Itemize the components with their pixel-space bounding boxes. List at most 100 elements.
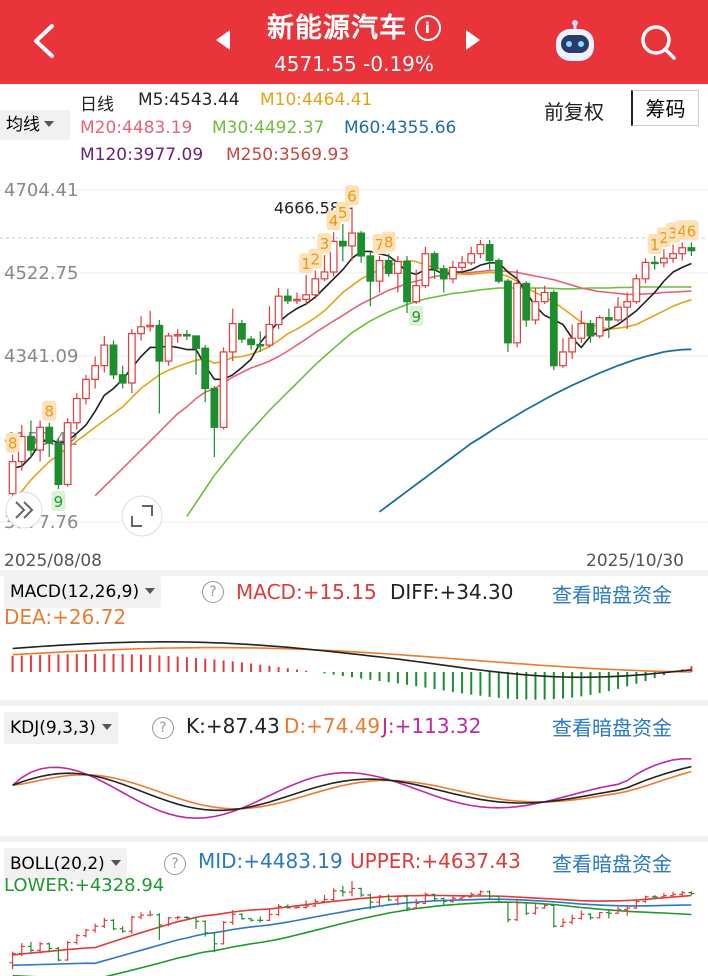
candle-body bbox=[669, 253, 677, 259]
expand-icon bbox=[131, 505, 153, 527]
ohlc-bar bbox=[376, 894, 383, 906]
candle bbox=[338, 223, 347, 262]
candle-body bbox=[63, 422, 72, 486]
ohlc-bar bbox=[110, 919, 117, 931]
candle-body bbox=[329, 240, 338, 273]
ohlc-bar bbox=[422, 892, 429, 905]
ohlc-bar bbox=[569, 914, 576, 925]
candle-body bbox=[265, 323, 274, 346]
candle-body bbox=[421, 253, 430, 287]
dark-pool-link[interactable]: 查看暗盘资金 bbox=[552, 716, 672, 740]
dark-pool-link[interactable]: 查看暗盘资金 bbox=[552, 583, 672, 607]
adjust-mode-button[interactable]: 前复权 bbox=[544, 100, 604, 124]
candle-body bbox=[201, 347, 210, 390]
help-icon[interactable]: ? bbox=[202, 581, 224, 603]
candle bbox=[632, 274, 641, 304]
chevron-down-icon bbox=[44, 121, 54, 127]
back-arrow-icon[interactable] bbox=[26, 18, 66, 64]
candle bbox=[164, 332, 173, 366]
ma250-label: M250:3569.93 bbox=[226, 145, 350, 165]
candle bbox=[155, 319, 164, 414]
ohlc-bar bbox=[165, 916, 172, 927]
robot-assistant-icon[interactable] bbox=[552, 20, 598, 64]
candle-body bbox=[522, 282, 531, 321]
help-icon[interactable]: ? bbox=[152, 717, 174, 739]
macd-selector[interactable]: MACD(12,26,9) bbox=[4, 576, 162, 608]
boll-mid-line bbox=[12, 898, 692, 967]
ohlc-bar bbox=[587, 913, 594, 920]
candle bbox=[91, 356, 100, 389]
chips-button[interactable]: 筹码 bbox=[631, 90, 699, 126]
page-title: 新能源汽车 i bbox=[0, 6, 708, 45]
fullscreen-button bbox=[121, 495, 163, 537]
candle bbox=[146, 310, 155, 332]
ma-selector[interactable]: 均线 bbox=[0, 110, 70, 140]
candle-body bbox=[595, 317, 604, 337]
j-line bbox=[12, 758, 692, 820]
candle bbox=[604, 308, 613, 339]
td-count-number: 8 bbox=[384, 234, 394, 252]
k-line bbox=[12, 765, 692, 812]
td-count-badge bbox=[381, 231, 396, 252]
candle-body bbox=[72, 397, 81, 424]
ohlc-bar bbox=[147, 910, 154, 917]
candle bbox=[577, 310, 586, 343]
ma20-line bbox=[94, 269, 692, 497]
stock-quote: 4571.55 -0.19% bbox=[274, 52, 434, 76]
candle-body bbox=[182, 333, 191, 337]
info-icon[interactable]: i bbox=[415, 15, 441, 41]
ohlc-bar bbox=[349, 881, 355, 897]
y-axis-label: 4341.09 bbox=[4, 346, 78, 367]
ohlc-bar bbox=[468, 892, 475, 898]
candle bbox=[485, 239, 494, 270]
candle-body bbox=[192, 335, 200, 349]
boll-selector[interactable]: BOLL(20,2) bbox=[4, 848, 127, 880]
chevron-down-icon bbox=[101, 724, 112, 730]
candle-body bbox=[641, 261, 650, 280]
candle bbox=[293, 292, 301, 304]
ohlc-bar bbox=[18, 943, 25, 957]
candle-body bbox=[36, 426, 45, 451]
td-count-number: 6 bbox=[347, 187, 357, 205]
td-count-badge bbox=[5, 432, 20, 453]
candle-body bbox=[109, 344, 118, 376]
candle-body bbox=[393, 260, 402, 274]
ohlc-bar bbox=[339, 885, 346, 897]
boll-title: BOLL(20,2) bbox=[10, 854, 105, 874]
ohlc-bar bbox=[440, 897, 447, 906]
candle bbox=[430, 251, 439, 279]
search-icon[interactable] bbox=[638, 22, 678, 62]
candle bbox=[329, 232, 338, 277]
prev-stock-icon[interactable] bbox=[216, 30, 230, 50]
section-divider bbox=[0, 570, 708, 576]
td-count-marker: 3 bbox=[317, 233, 332, 253]
period-label: 日线 bbox=[80, 95, 114, 115]
help-icon[interactable]: ? bbox=[164, 853, 186, 875]
candle-body bbox=[210, 387, 219, 428]
candlestick-chart[interactable]: 4704.414522.754341.094159.423977.764666.… bbox=[0, 170, 708, 548]
d-line bbox=[12, 770, 692, 810]
candle-body bbox=[439, 268, 448, 280]
next-stock-icon[interactable] bbox=[466, 30, 480, 50]
ohlc-bar bbox=[46, 942, 53, 953]
kdj-selector[interactable]: KDJ(9,3,3) bbox=[4, 712, 118, 744]
low-price-label: 4015.60 bbox=[51, 545, 117, 548]
ma10-label: M10:4464.41 bbox=[260, 90, 373, 110]
candle-body bbox=[366, 255, 375, 282]
ohlc-bar bbox=[532, 904, 539, 915]
chevron-down-icon bbox=[110, 860, 121, 866]
candle-body bbox=[127, 333, 136, 384]
candle bbox=[173, 329, 182, 343]
candle-body bbox=[549, 291, 558, 367]
ohlc-bar bbox=[101, 917, 108, 929]
ohlc-bar bbox=[303, 900, 310, 909]
boll-lower-value: LOWER:+4328.94 bbox=[4, 875, 165, 896]
macd-chart bbox=[11, 641, 693, 700]
candle bbox=[63, 418, 72, 487]
dark-pool-link[interactable]: 查看暗盘资金 bbox=[552, 852, 672, 876]
candle-body bbox=[283, 295, 292, 302]
candle-body bbox=[412, 285, 421, 303]
kdj-chart bbox=[12, 758, 692, 820]
candle bbox=[265, 306, 274, 348]
candle-body bbox=[384, 259, 393, 274]
